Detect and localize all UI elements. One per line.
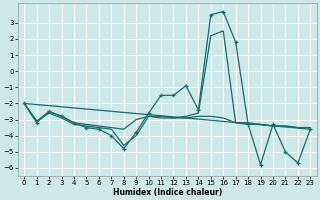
X-axis label: Humidex (Indice chaleur): Humidex (Indice chaleur) bbox=[113, 188, 222, 197]
